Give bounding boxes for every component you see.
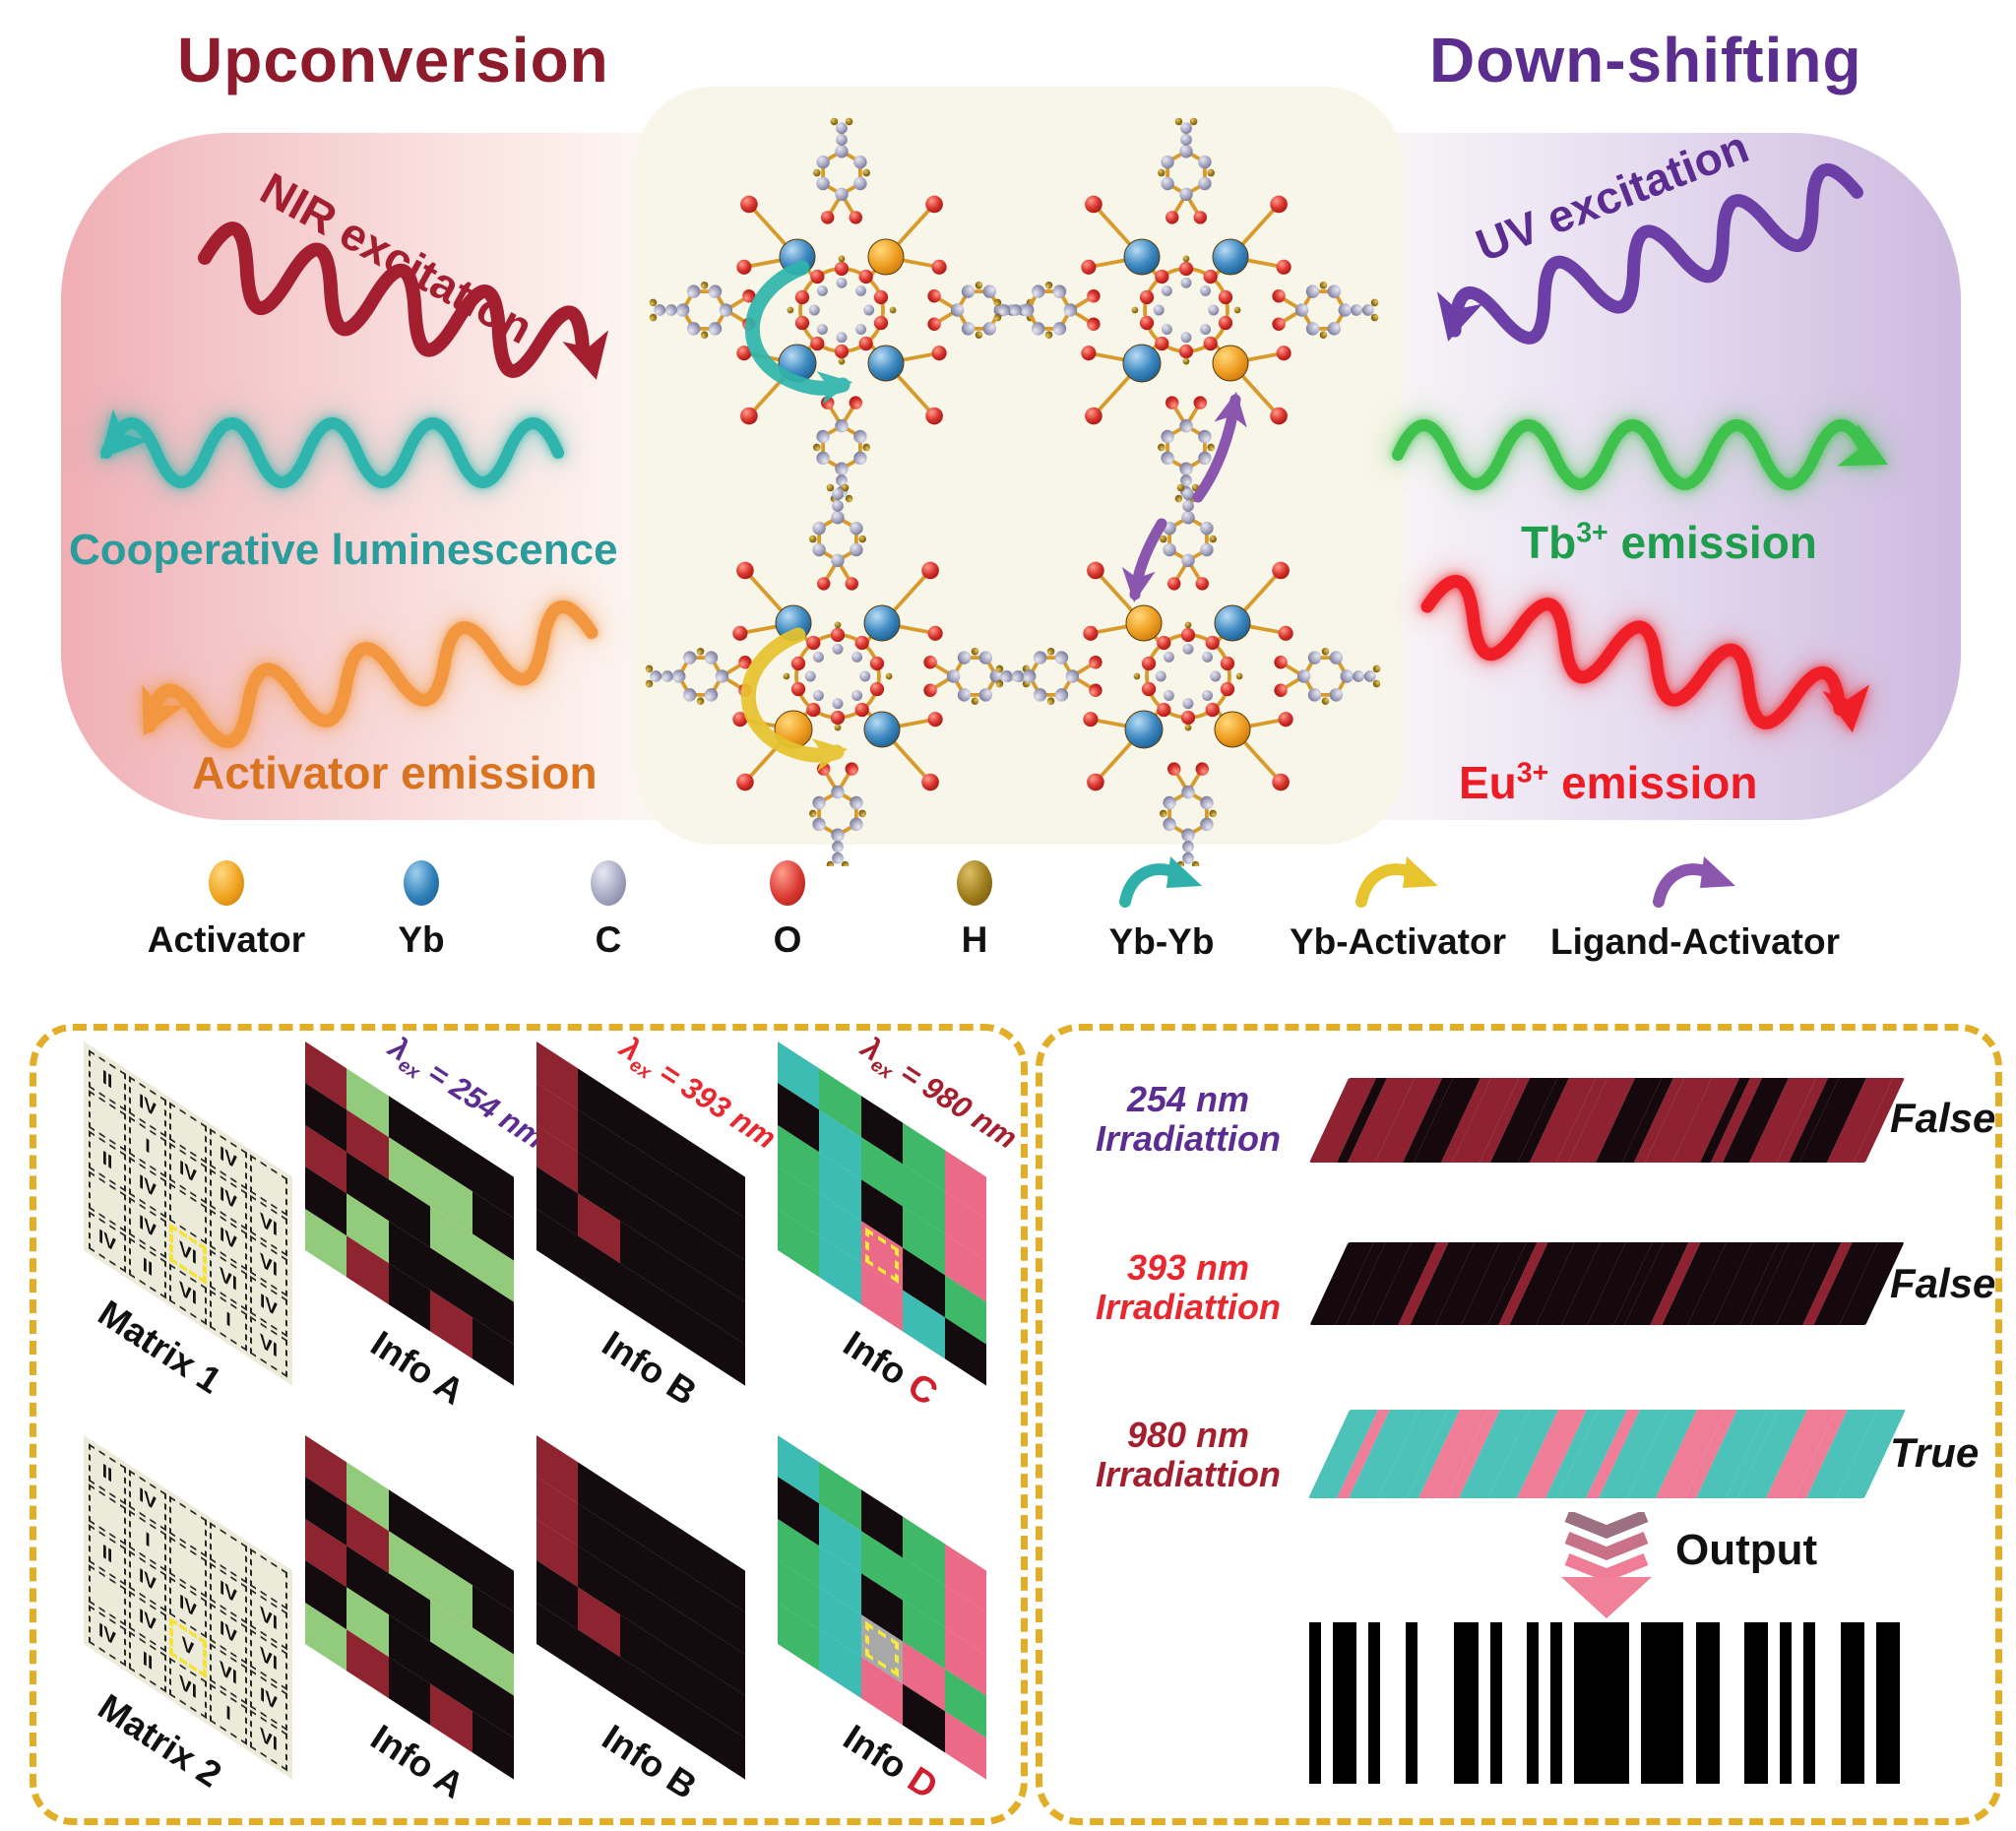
barcode-bar bbox=[1574, 1622, 1587, 1784]
barcode-bar bbox=[1792, 1622, 1804, 1784]
barcode-bar bbox=[1803, 1622, 1816, 1784]
barcode-bar bbox=[1695, 1622, 1708, 1784]
barcode-bar bbox=[1628, 1622, 1641, 1784]
oxygen-atom-icon bbox=[770, 860, 805, 906]
barcode-bar bbox=[1640, 1622, 1672, 1784]
output-barcode bbox=[1309, 1622, 1901, 1784]
output-label: Output bbox=[1675, 1526, 1818, 1574]
barcode-bar bbox=[1333, 1622, 1346, 1784]
barcode-bar bbox=[1864, 1622, 1877, 1784]
barcode-bar bbox=[1876, 1622, 1889, 1784]
irr-980-label: 980 nm Irradiattion bbox=[1095, 1415, 1281, 1495]
barcode-bar bbox=[1671, 1622, 1684, 1784]
verdict-254: False bbox=[1890, 1095, 1996, 1141]
barcode-bar bbox=[1815, 1622, 1841, 1784]
barcode-bar bbox=[1368, 1622, 1381, 1784]
activator-atom-icon bbox=[209, 860, 244, 906]
info-a-2: Info A bbox=[305, 1435, 514, 1806]
legend-c: C bbox=[500, 860, 717, 961]
barcode-bar bbox=[1489, 1622, 1502, 1784]
barcode-bar bbox=[1428, 1622, 1455, 1784]
carbon-atom-icon bbox=[591, 860, 626, 906]
legend-activator: Activator bbox=[118, 860, 335, 961]
cooperative-luminescence-label: Cooperative luminescence bbox=[69, 526, 618, 574]
output-arrow-icon bbox=[1561, 1512, 1652, 1618]
uv393-response-band bbox=[1309, 1242, 1905, 1325]
yb-yb-arrow-icon bbox=[1119, 856, 1202, 908]
matrix-1: II IV IV I IV IV VI II IV IV VI IV VI VI IV IV II VI I VI M… bbox=[84, 1042, 292, 1402]
barcode-bar bbox=[1539, 1622, 1551, 1784]
barcode-bar bbox=[1454, 1622, 1467, 1784]
barcode-bar bbox=[1501, 1622, 1528, 1784]
ligand-activator-arrow-icon bbox=[1653, 856, 1735, 908]
info-b-1: λex = 393 nm Info B bbox=[536, 1030, 783, 1413]
legend-o: O bbox=[679, 860, 896, 961]
barcode-bar bbox=[1840, 1622, 1853, 1784]
barcode-bar bbox=[1321, 1622, 1334, 1784]
barcode-bar bbox=[1780, 1622, 1793, 1784]
barcode-bar bbox=[1562, 1622, 1575, 1784]
yb-activator-arrow-icon bbox=[1355, 856, 1438, 908]
barcode-bar bbox=[1356, 1622, 1369, 1784]
verdict-980: True bbox=[1890, 1429, 1980, 1476]
barcode-bar bbox=[1707, 1622, 1720, 1784]
uv254-response-band bbox=[1308, 1078, 1906, 1163]
legend-yb: Yb bbox=[313, 860, 530, 961]
barcode-bar bbox=[1550, 1622, 1563, 1784]
irr-254-label: 254 nm Irradiattion bbox=[1095, 1079, 1281, 1160]
tb-emission-label: Tb3+ emission bbox=[1521, 517, 1817, 568]
barcode-bar bbox=[1744, 1622, 1757, 1784]
legend-yb-yb: Yb-Yb bbox=[1063, 856, 1260, 963]
info-c: λex = 980 nm Info C bbox=[778, 1030, 1024, 1413]
barcode-bar bbox=[1683, 1622, 1696, 1784]
barcode-bar bbox=[1756, 1622, 1769, 1784]
irr-393-label: 393 nm Irradiattion bbox=[1095, 1247, 1281, 1328]
upconversion-title: Upconversion bbox=[177, 25, 609, 95]
legend-yb-activator: Yb-Activator bbox=[1275, 856, 1521, 963]
barcode-bar bbox=[1380, 1622, 1406, 1784]
legend-ligand-activator: Ligand-Activator bbox=[1533, 856, 1858, 963]
barcode-bar bbox=[1852, 1622, 1864, 1784]
barcode-bar bbox=[1345, 1622, 1357, 1784]
barcode-bar bbox=[1309, 1622, 1322, 1784]
nir980-response-band bbox=[1308, 1410, 1906, 1498]
eu-emission-label: Eu3+ emission bbox=[1459, 757, 1758, 808]
barcode-bar bbox=[1466, 1622, 1479, 1784]
info-a-1: λex = 254 nm Info A bbox=[305, 1030, 551, 1413]
barcode-bar bbox=[1598, 1622, 1629, 1784]
barcode-bar bbox=[1417, 1622, 1429, 1784]
barcode-bar bbox=[1586, 1622, 1599, 1784]
barcode-bar bbox=[1888, 1622, 1901, 1784]
legend-h: H bbox=[866, 860, 1083, 961]
barcode-bar bbox=[1719, 1622, 1745, 1784]
molecule-backdrop bbox=[635, 87, 1403, 845]
downshifting-title: Down-shifting bbox=[1429, 25, 1862, 95]
barcode-bar bbox=[1527, 1622, 1540, 1784]
info-d: Info D bbox=[778, 1435, 986, 1806]
info-b-2: Info B bbox=[536, 1435, 745, 1806]
activator-emission-label: Activator emission bbox=[192, 747, 598, 798]
matrix-2: II IV I IV VI II IV IV IV VI IV V VI IV IV II VI I VI Matr… bbox=[84, 1435, 292, 1796]
barcode-bar bbox=[1478, 1622, 1490, 1784]
barcode-bar bbox=[1405, 1622, 1418, 1784]
hydrogen-atom-icon bbox=[957, 860, 992, 906]
yb-atom-icon bbox=[404, 860, 439, 906]
verdict-393: False bbox=[1890, 1260, 1996, 1306]
barcode-bar bbox=[1768, 1622, 1781, 1784]
